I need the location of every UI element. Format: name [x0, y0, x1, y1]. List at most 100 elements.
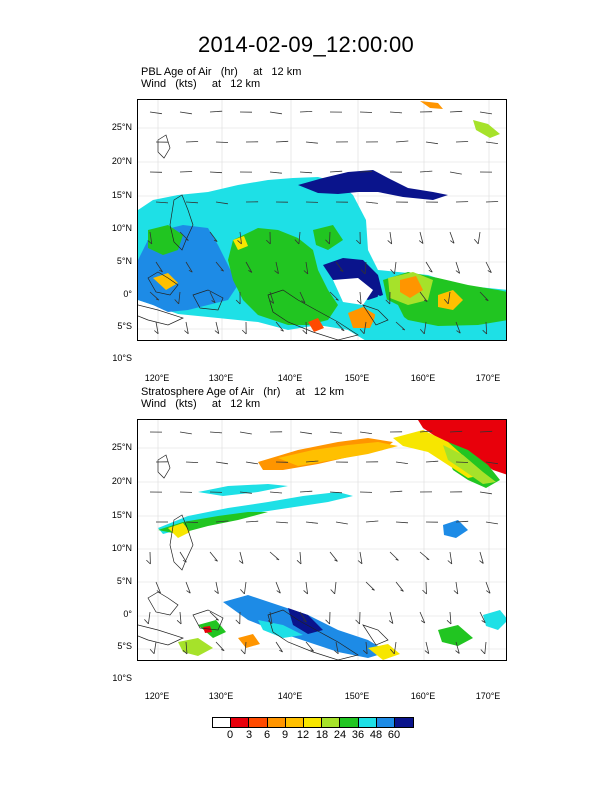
wind-barb [355, 611, 361, 625]
wind-barb [335, 321, 345, 332]
wind-barb [275, 641, 283, 653]
wind-barb [419, 321, 427, 335]
wind-barb [179, 231, 189, 241]
wind-barb [422, 581, 427, 595]
lon-label: 160°E [410, 373, 436, 383]
shade-green-ne [473, 120, 500, 138]
wind-barb [299, 111, 313, 113]
wind-barb [388, 611, 394, 624]
lat-label: 10°S [112, 353, 132, 363]
wind-barb [443, 291, 451, 305]
shade-red-ne [418, 420, 506, 475]
wind-barb [485, 521, 498, 525]
colorbar-label: 3 [245, 729, 253, 741]
lat-label: 10°N [111, 543, 132, 553]
wind-barb [334, 641, 339, 655]
wind-barb [214, 321, 220, 335]
colorbar-swatch [213, 718, 232, 727]
shade-orange-s [348, 307, 376, 328]
wind-barb [479, 291, 489, 302]
wind-barb [329, 170, 343, 173]
panel1-title-line1: PBL Age of Air (hr) at 12 km [141, 66, 302, 78]
map-title: 2014-02-09_12:00:00 [197, 32, 415, 57]
wind-barb [360, 261, 367, 275]
colorbar-label: 48 [369, 729, 383, 741]
wind-barb [179, 111, 192, 115]
shade-cyan-ne [238, 195, 313, 215]
wind-barb [419, 611, 426, 624]
wind-barb [269, 551, 280, 561]
wind-barb [389, 551, 399, 561]
wind-barb [154, 321, 159, 335]
wind-barb [387, 231, 393, 245]
lat-label: 10°N [111, 223, 132, 233]
colorbar-swatch [231, 718, 250, 727]
shade-yellow-band [278, 442, 398, 466]
wind-barb [269, 171, 282, 174]
wind-barb [479, 430, 493, 433]
wind-barb [214, 581, 219, 595]
colorbar [212, 717, 415, 728]
colorbar-label: 36 [351, 729, 365, 741]
colorbar-label: 6 [263, 729, 271, 741]
wind-barb [245, 520, 259, 523]
colorbar-swatch [322, 718, 341, 727]
wind-barb [299, 171, 313, 174]
wind-barb [215, 520, 229, 523]
wind-barb [453, 581, 459, 595]
wind-barb [330, 581, 337, 595]
wind-barb [356, 231, 361, 245]
colorbar-swatch [376, 718, 395, 727]
lon-label: 170°E [475, 373, 501, 383]
wind-barb [174, 291, 181, 305]
wind-barb [185, 461, 199, 463]
lon-label: 130°E [208, 373, 234, 383]
panel1-title-line2: Wind (kts) at 12 km [141, 78, 261, 90]
wind-barb [359, 111, 373, 113]
shade-white-hole [333, 278, 373, 305]
shade-orange-ne [420, 101, 443, 109]
wind-barb [215, 201, 228, 205]
shade-lime-sw [178, 638, 213, 656]
colorbar-swatch [249, 718, 268, 727]
lon-label: 150°E [344, 373, 370, 383]
pbl-age-shading [138, 101, 506, 340]
shade-cyan-south [258, 620, 303, 638]
lat-label: 15°N [111, 510, 132, 520]
wind-barb [485, 201, 499, 203]
wind-barb [155, 261, 163, 273]
colorbar-label: 0 [226, 729, 234, 741]
wind-barb [215, 261, 225, 272]
wind-barb [238, 551, 244, 564]
wind-barb [485, 141, 498, 144]
wind-barb [390, 261, 397, 275]
wind-barb [449, 171, 462, 175]
stratosphere-age-shading [158, 420, 506, 660]
wind-barb [185, 201, 199, 204]
wind-barb [419, 430, 433, 433]
wind-barb [215, 641, 225, 652]
wind-barb [447, 551, 453, 565]
wind-barb [485, 461, 498, 465]
gridlines [138, 420, 506, 660]
wind-barb [299, 291, 306, 304]
wind-barb [149, 291, 160, 301]
wind-barb [455, 520, 469, 523]
wind-barb [294, 231, 301, 245]
wind-barb [455, 461, 469, 463]
wind-barb [155, 581, 161, 594]
wind-barb [209, 110, 223, 113]
wind-barb [455, 321, 461, 334]
colorbar-swatch [303, 718, 323, 727]
wind-barb [479, 551, 484, 564]
lat-label: 5°N [116, 256, 132, 266]
lat-label: 0° [123, 289, 132, 299]
colorbar-label: 24 [333, 729, 347, 741]
wind-barb [480, 641, 487, 655]
pbl-age-map-panel [137, 99, 507, 341]
coastlines [138, 134, 389, 340]
shade-red-sw [203, 626, 212, 633]
shade-cyan-se [483, 610, 506, 630]
shade-yellow-w [153, 273, 178, 290]
lon-label: 120°E [144, 373, 170, 383]
